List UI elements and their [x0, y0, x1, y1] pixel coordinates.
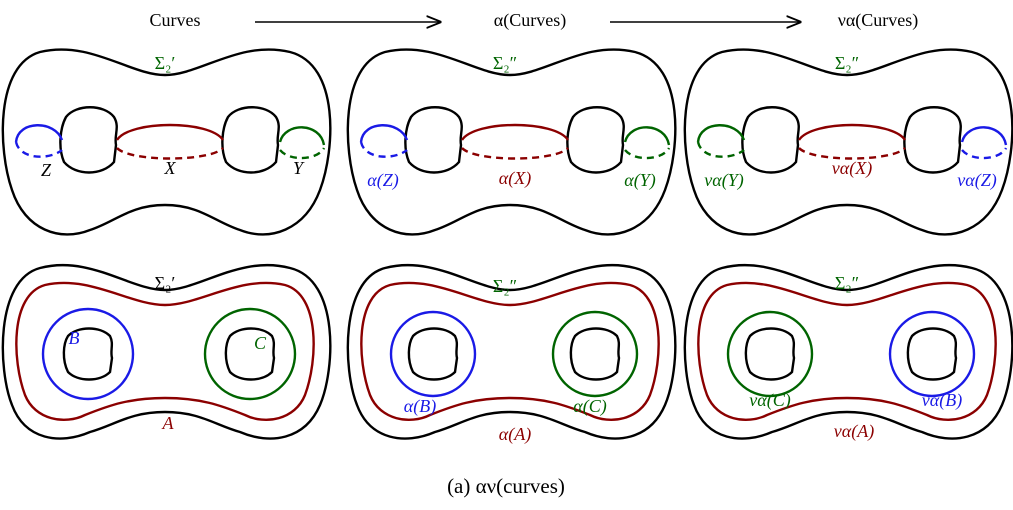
curve-label: X	[164, 158, 177, 178]
curve-label: α(A)	[499, 424, 531, 445]
curve-label: A	[162, 413, 175, 433]
curve	[16, 125, 62, 142]
curve-label: Z	[41, 160, 52, 180]
curve	[962, 127, 1006, 145]
curve	[280, 148, 324, 158]
curve-label: να(A)	[834, 421, 874, 442]
curve	[799, 125, 905, 140]
hole	[908, 329, 956, 380]
curve-label: να(C)	[749, 390, 790, 411]
header-label: α(Curves)	[494, 10, 566, 31]
curve	[962, 148, 1006, 158]
curve	[361, 142, 407, 157]
header-label: Curves	[150, 10, 201, 30]
curve	[625, 127, 669, 145]
curve-label: Y	[293, 158, 305, 178]
curve	[462, 125, 568, 140]
hole	[222, 107, 278, 172]
hole	[226, 329, 274, 380]
hole	[409, 329, 457, 380]
curve	[43, 309, 133, 399]
curve	[462, 148, 568, 159]
hole	[567, 107, 623, 172]
curve-label: α(Y)	[624, 170, 655, 191]
curve	[117, 148, 223, 159]
surface-label: Σ₂′	[155, 273, 176, 293]
curve	[16, 142, 62, 157]
curve	[698, 142, 744, 157]
curve	[280, 127, 324, 145]
curve-label: να(Y)	[704, 170, 743, 191]
hole	[60, 107, 116, 172]
surface-label: Σ₂″	[493, 53, 517, 73]
hole	[746, 329, 794, 380]
curve-label: C	[254, 333, 267, 353]
curve	[361, 125, 407, 142]
curve-label: B	[69, 328, 80, 348]
surface-label: Σ₂′	[155, 53, 176, 73]
curve-label: α(Z)	[367, 170, 398, 191]
surface-label: Σ₂″	[493, 276, 517, 296]
curve	[553, 312, 637, 396]
curve-label: να(B)	[922, 390, 962, 411]
caption: (a) αν(curves)	[447, 474, 565, 498]
curve	[625, 148, 669, 158]
hole	[405, 107, 461, 172]
surface-label: Σ₂″	[835, 53, 859, 73]
column: Σ₂′ Z X Y Σ₂′ B C A	[3, 49, 330, 438]
header-label: να(Curves)	[838, 10, 919, 31]
hole	[904, 107, 960, 172]
curve-label: α(X)	[499, 168, 531, 189]
curve	[698, 125, 744, 142]
curve-label: να(X)	[832, 158, 872, 179]
surface-label: Σ₂″	[835, 273, 859, 293]
curve-label: α(B)	[404, 396, 436, 417]
column: Σ₂″ να(Y) να(X) να(Z) Σ₂″ να(C) να(B) να…	[685, 49, 1012, 442]
curve	[205, 309, 295, 399]
curve	[799, 148, 905, 159]
curve	[728, 312, 812, 396]
column: Σ₂″ α(Z) α(X) α(Y) Σ₂″ α(B) α(C) α(A)	[348, 49, 675, 445]
curve	[391, 312, 475, 396]
curve	[117, 125, 223, 140]
curve-label: να(Z)	[957, 170, 996, 191]
hole	[742, 107, 798, 172]
curve-label: α(C)	[573, 396, 606, 417]
curve	[890, 312, 974, 396]
hole	[571, 329, 619, 380]
curve	[16, 283, 313, 420]
figure: Curves α(Curves) να(Curves) Σ₂′ Z X Y Σ₂…	[0, 0, 1013, 505]
